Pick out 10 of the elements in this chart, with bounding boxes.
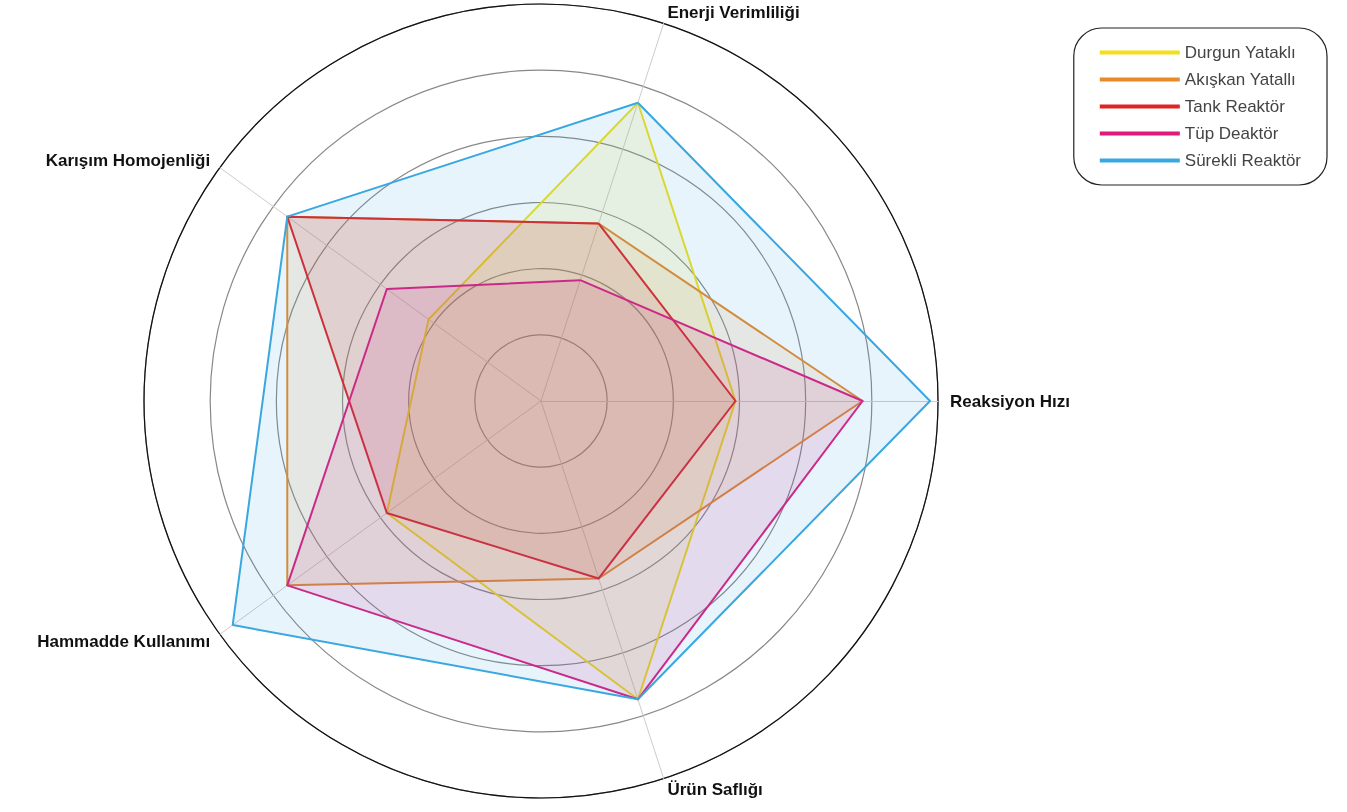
legend-label: Tank Reaktör bbox=[1184, 97, 1286, 116]
legend-label: Akışkan Yatallı bbox=[1184, 70, 1296, 89]
spoke-label: Hammadde Kullanımı bbox=[37, 631, 211, 651]
spoke-label: Enerji Verimliliği bbox=[667, 2, 800, 22]
spoke-label: Ürün Saflığı bbox=[667, 780, 763, 800]
legend-label: Sürekli Reaktör bbox=[1184, 151, 1302, 170]
spoke-label: Reaksiyon Hızı bbox=[950, 391, 1070, 411]
legend-label: Durgun Yataklı bbox=[1184, 43, 1296, 62]
legend-label: Tüp Deaktör bbox=[1184, 124, 1279, 143]
spoke-label: Karışım Homojenliği bbox=[45, 151, 211, 171]
